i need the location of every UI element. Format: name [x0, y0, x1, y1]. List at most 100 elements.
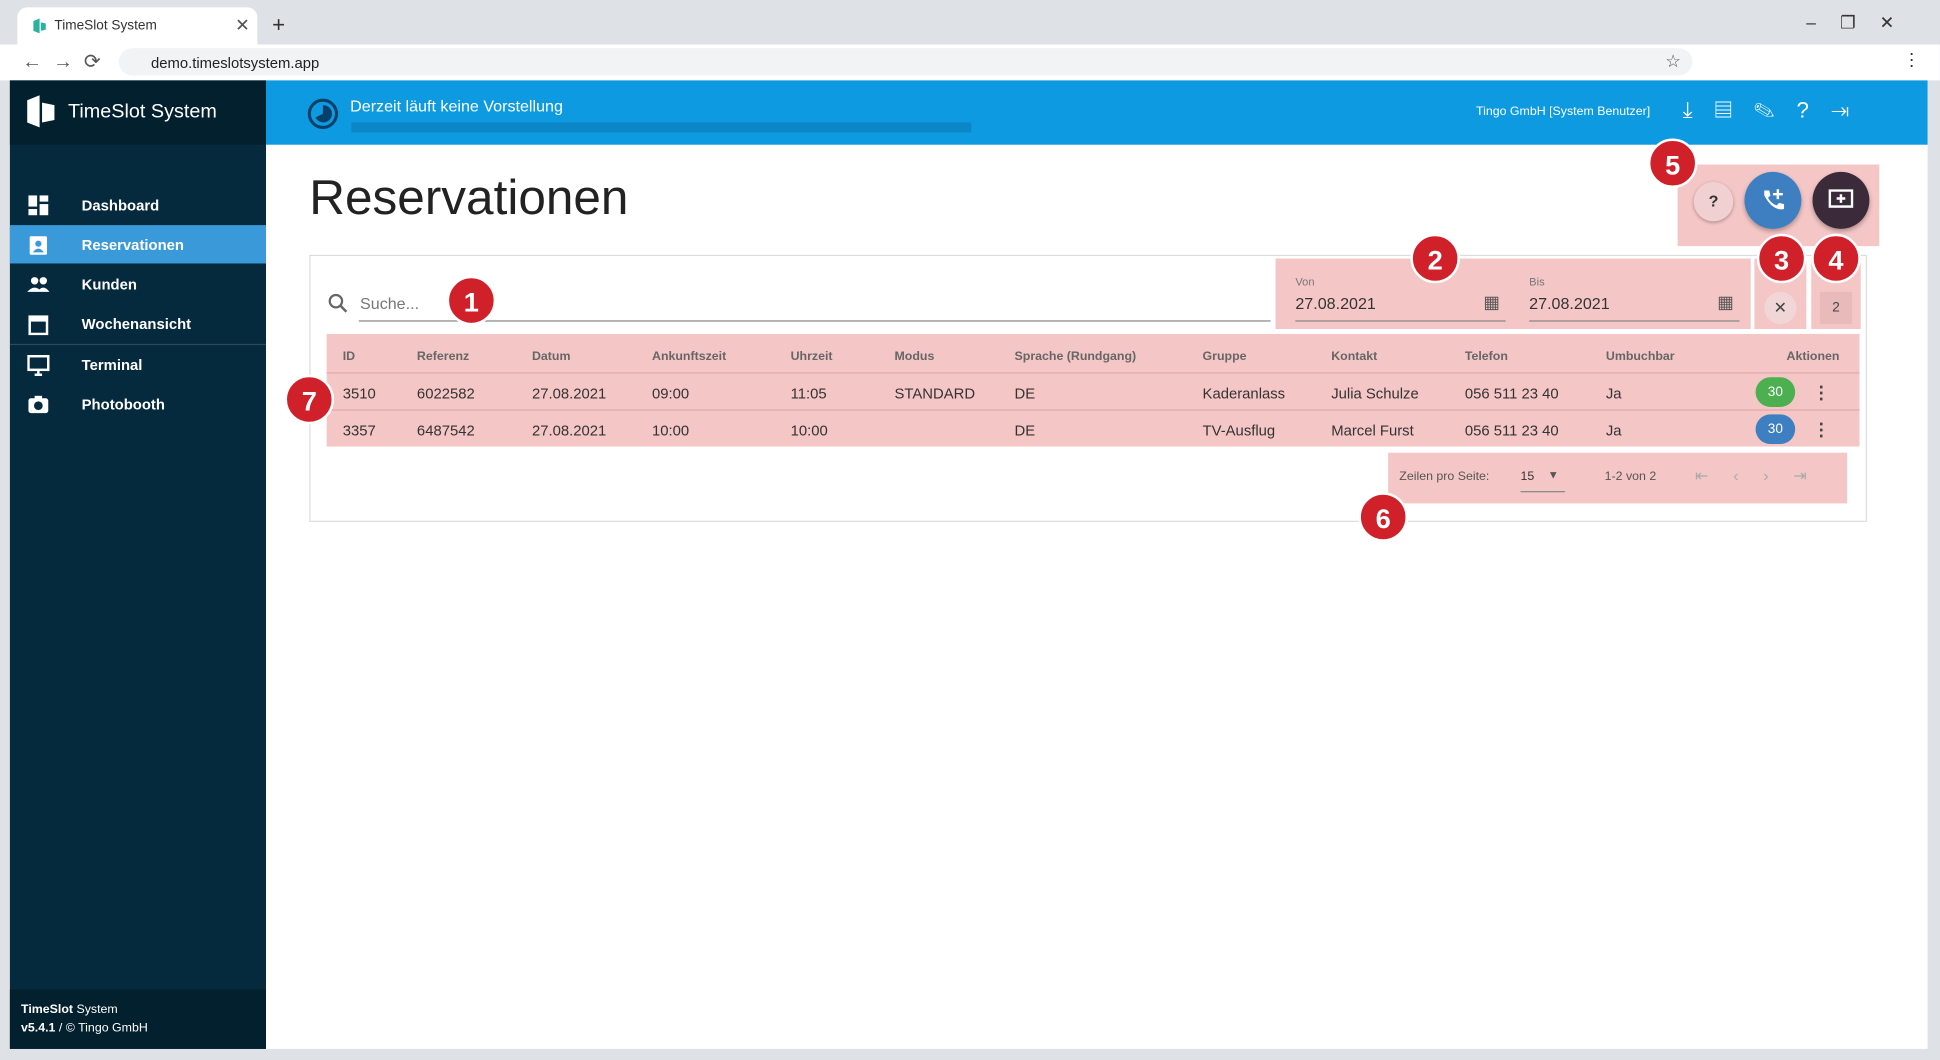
- help-button[interactable]: ?: [1693, 181, 1734, 222]
- version: v5.4.1: [21, 1021, 56, 1036]
- to-field[interactable]: 27.08.2021 ▦: [1529, 291, 1740, 322]
- status-icon: [307, 98, 339, 129]
- url: demo.timeslotsystem.app: [150, 54, 320, 72]
- user-name[interactable]: Tingo GmbH [System Benutzer]: [1475, 105, 1651, 119]
- to-label: Bis: [1529, 275, 1545, 289]
- column-header: Datum: [531, 350, 571, 364]
- search-placeholder: Suche...: [360, 294, 420, 313]
- calendar-icon[interactable]: ▦: [1717, 291, 1734, 312]
- browser-tab[interactable]: TimeSlot System ✕: [17, 7, 258, 45]
- search-field[interactable]: Suche...: [358, 287, 1271, 322]
- phone-reservation-button[interactable]: [1744, 171, 1802, 229]
- footer-brand: TimeSlot System: [21, 1003, 118, 1017]
- page-range: 1-2 von 2: [1604, 470, 1657, 484]
- column-header: Telefon: [1464, 350, 1508, 364]
- action-badge[interactable]: 30: [1755, 414, 1796, 445]
- add-icon: [1828, 189, 1854, 208]
- table-cell: Ja: [1605, 384, 1622, 402]
- nav-label: Dashboard: [81, 196, 160, 214]
- highlight-pagination: [1388, 452, 1848, 504]
- sidebar: TimeSlot System TimeSlot System v5.4.1 /…: [9, 80, 266, 1049]
- page-title: Reservationen: [309, 170, 629, 226]
- dropdown-arrow: ▼: [1547, 468, 1559, 482]
- nav-item[interactable]: Terminal: [10, 345, 266, 383]
- nav-label: Wochenansicht: [81, 315, 192, 333]
- window-controls[interactable]: – ❐ ✕: [1806, 12, 1895, 33]
- nav-icon: [29, 236, 48, 255]
- table-cell: 056 511 23 40: [1464, 421, 1559, 440]
- tab-icon: [33, 18, 46, 34]
- annotation-marker: 1: [446, 275, 497, 326]
- column-header: Referenz: [416, 350, 470, 364]
- table-cell: Julia Schulze: [1331, 384, 1419, 402]
- table-cell: 10:00: [652, 421, 690, 440]
- row-menu[interactable]: ⋮: [1812, 382, 1830, 402]
- header: Derzeit läuft keine Vorstellung Tingo Gm…: [265, 80, 1928, 145]
- nav-icon: [28, 315, 49, 336]
- nav-label: Terminal: [81, 356, 143, 374]
- calendar-icon[interactable]: ▦: [1483, 291, 1500, 312]
- row-divider: [326, 372, 1860, 374]
- table-cell: 6022582: [416, 384, 475, 402]
- rows-per-page-select[interactable]: 15 ▼: [1520, 464, 1566, 493]
- nav-item[interactable]: Photobooth: [10, 385, 266, 423]
- table-cell: 10:00: [790, 421, 828, 440]
- column-header: Kontakt: [1331, 350, 1378, 364]
- nav-item[interactable]: Kunden: [10, 265, 266, 303]
- page-nav[interactable]: ⇤‹›⇥: [1694, 466, 1832, 485]
- footer-version: v5.4.1 / © Tingo GmbH: [21, 1022, 148, 1036]
- phone-icon: [1764, 189, 1785, 210]
- column-header: Ankunftszeit: [652, 350, 727, 364]
- from-field[interactable]: 27.08.2021 ▦: [1295, 291, 1506, 322]
- column-header: Gruppe: [1202, 350, 1247, 364]
- table-cell: 11:05: [790, 384, 827, 402]
- rows-per-page-label: Zeilen pro Seite:: [1399, 470, 1490, 484]
- new-reservation-button[interactable]: [1812, 171, 1870, 229]
- table-cell: 27.08.2021: [531, 384, 607, 402]
- nav-icon: [27, 277, 50, 292]
- action-badge[interactable]: 30: [1755, 377, 1796, 407]
- count-button[interactable]: 2: [1819, 291, 1853, 325]
- column-header: Modus: [894, 350, 935, 364]
- table-cell: TV-Ausflug: [1202, 421, 1276, 440]
- column-header: Sprache (Rundgang): [1014, 350, 1137, 364]
- table-cell: STANDARD: [894, 384, 976, 402]
- nav-item[interactable]: Reservationen: [9, 225, 266, 264]
- row-divider: [326, 409, 1860, 411]
- url-field[interactable]: demo.timeslotsystem.app ☆: [118, 48, 1693, 76]
- from-label: Von: [1295, 275, 1315, 289]
- header-icons[interactable]: ⤓▤✎?⇥: [1682, 97, 1872, 123]
- nav-buttons[interactable]: ← → ⟳: [22, 51, 101, 73]
- status-text: Derzeit läuft keine Vorstellung: [350, 96, 563, 116]
- new-tab[interactable]: +: [272, 12, 286, 38]
- tab-close[interactable]: ✕: [235, 14, 250, 35]
- table-cell: 3357: [342, 421, 376, 440]
- bookmark-star[interactable]: ☆: [1665, 50, 1681, 71]
- progress-bar: [351, 122, 972, 133]
- footer-brand-rest: System: [76, 1003, 118, 1017]
- browser-menu[interactable]: ⋮: [1902, 49, 1921, 70]
- annotation-marker: 2: [1410, 233, 1460, 284]
- table-cell: 3510: [342, 384, 376, 402]
- table-cell: 056 511 23 40: [1464, 384, 1559, 402]
- from-date: 27.08.2021: [1295, 294, 1376, 313]
- to-date: 27.08.2021: [1529, 294, 1610, 313]
- clear-button[interactable]: ✕: [1764, 291, 1797, 325]
- footer-brand-bold: TimeSlot: [21, 1003, 74, 1017]
- annotation-marker: 4: [1811, 233, 1861, 284]
- annotation-marker: 5: [1647, 138, 1698, 189]
- sidebar-footer: TimeSlot System v5.4.1 / © Tingo GmbH: [9, 989, 266, 1049]
- nav-item[interactable]: Dashboard: [10, 186, 266, 224]
- table-cell: Kaderanlass: [1202, 384, 1286, 402]
- nav-icon: [28, 395, 49, 414]
- divider: [9, 343, 266, 346]
- column-header: ID: [342, 350, 356, 364]
- annotation-marker: 6: [1358, 492, 1408, 542]
- annotation-marker: 3: [1756, 233, 1807, 284]
- rows-per-page: 15: [1520, 470, 1535, 484]
- table-cell: 27.08.2021: [531, 421, 607, 440]
- nav-label: Reservationen: [81, 236, 184, 254]
- row-menu[interactable]: ⋮: [1812, 419, 1830, 440]
- nav-label: Photobooth: [81, 395, 165, 414]
- nav-item[interactable]: Wochenansicht: [10, 304, 266, 342]
